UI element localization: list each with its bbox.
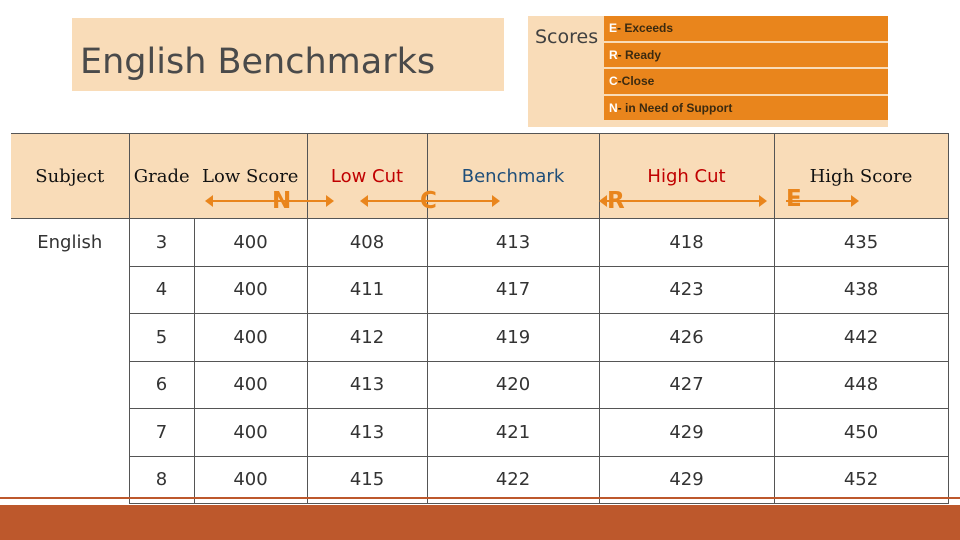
subject-cell: [11, 266, 130, 314]
subject-cell: [11, 361, 130, 409]
benchmark-cell: 413: [426, 218, 600, 267]
benchmark-table: Subject Grade Low Score Low Cut Benchmar…: [11, 133, 949, 504]
grade-cell: 7: [128, 408, 195, 457]
page-title: English Benchmarks: [80, 42, 436, 82]
low-cut-cell: 413: [306, 408, 428, 457]
grade-cell: 8: [128, 455, 195, 504]
score-key-ready: R- Ready: [604, 42, 888, 67]
score-key-need-support: N- in Need of Support: [604, 95, 888, 120]
high-cut-cell: 427: [598, 360, 775, 409]
subject-cell: [11, 313, 130, 361]
grade-cell: 5: [128, 313, 195, 362]
table-row: 8 400 415 422 429 452: [11, 455, 949, 504]
high-cut-cell: 423: [598, 265, 775, 314]
high-cut-cell: 426: [598, 313, 775, 362]
exceeds-range-arrow: [786, 195, 859, 207]
low-score-cell: 400: [193, 218, 308, 267]
low-score-cell: 400: [193, 265, 308, 314]
benchmark-cell: 422: [426, 455, 600, 504]
subject-cell: English: [11, 218, 130, 266]
marker-r: R: [607, 188, 625, 214]
high-cut-cell: 418: [598, 218, 775, 267]
low-score-cell: 400: [193, 360, 308, 409]
high-score-cell: 452: [773, 455, 949, 504]
header-grade: Grade: [128, 133, 194, 219]
footer-bar: [0, 505, 960, 540]
header-high-score: High Score: [773, 133, 949, 219]
benchmark-cell: 417: [426, 265, 600, 314]
low-cut-cell: 415: [306, 455, 428, 504]
high-score-cell: 438: [773, 265, 949, 314]
score-key-list: E- Exceeds R- Ready C-Close N- in Need o…: [604, 16, 888, 122]
low-cut-cell: 411: [306, 265, 428, 314]
marker-n: N: [272, 188, 292, 214]
need-support-range-arrow: [205, 195, 334, 207]
score-key-close: C-Close: [604, 69, 888, 94]
high-cut-cell: 429: [598, 408, 775, 457]
benchmark-cell: 419: [426, 313, 600, 362]
header-benchmark: Benchmark: [426, 133, 600, 219]
score-key-exceeds: E- Exceeds: [604, 16, 888, 41]
table-row: 4 400 411 417 423 438: [11, 265, 949, 314]
table-row: 6 400 413 420 427 448: [11, 360, 949, 409]
header-high-cut: High Cut: [598, 133, 775, 219]
subject-cell: [11, 408, 130, 456]
low-score-cell: 400: [193, 408, 308, 457]
high-score-cell: 442: [773, 313, 949, 362]
header-subject: Subject: [11, 133, 130, 219]
table-header-row: Subject Grade Low Score Low Cut Benchmar…: [11, 133, 949, 219]
low-cut-cell: 412: [306, 313, 428, 362]
benchmark-cell: 421: [426, 408, 600, 457]
high-score-cell: 435: [773, 218, 949, 267]
grade-cell: 3: [128, 218, 195, 267]
scores-label: Scores: [535, 26, 599, 48]
high-cut-cell: 429: [598, 455, 775, 504]
table-row: English 3 400 408 413 418 435: [11, 218, 949, 267]
header-low-score: Low Score: [194, 133, 308, 219]
grade-cell: 4: [128, 265, 195, 314]
footer-divider: [0, 497, 960, 499]
low-score-cell: 400: [193, 313, 308, 362]
high-score-cell: 450: [773, 408, 949, 457]
title-panel: [72, 18, 504, 91]
table-row: 7 400 413 421 429 450: [11, 408, 949, 457]
ready-range-arrow: [599, 195, 767, 207]
low-cut-cell: 413: [306, 360, 428, 409]
low-cut-cell: 408: [306, 218, 428, 267]
subject-cell: [11, 456, 130, 504]
grade-cell: 6: [128, 360, 195, 409]
high-score-cell: 448: [773, 360, 949, 409]
marker-c: C: [420, 188, 437, 214]
close-range-arrow: [360, 195, 500, 207]
marker-e: E: [786, 186, 802, 212]
benchmark-cell: 420: [426, 360, 600, 409]
table-row: 5 400 412 419 426 442: [11, 313, 949, 362]
low-score-cell: 400: [193, 455, 308, 504]
